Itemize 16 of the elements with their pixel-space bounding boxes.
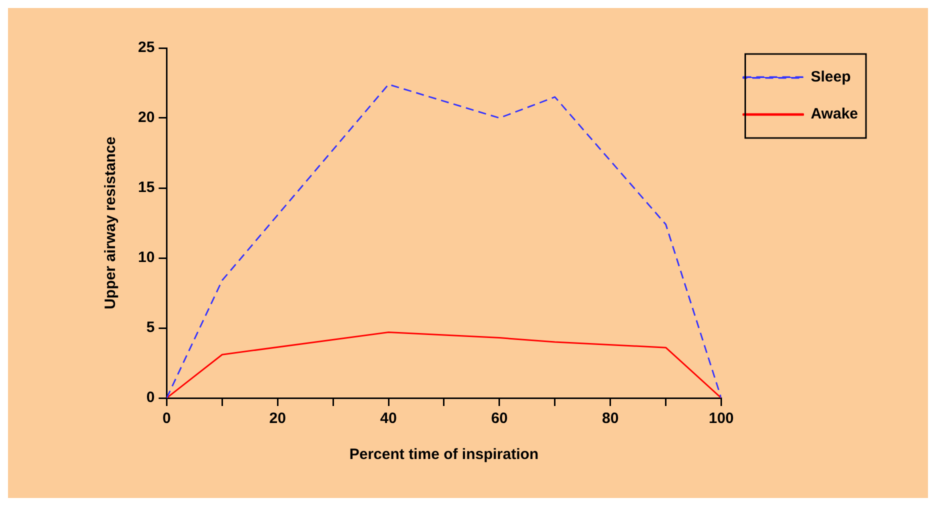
y-tick-label: 5 xyxy=(146,319,155,336)
y-tick-label: 20 xyxy=(138,109,155,126)
x-axis-title: Percent time of inspiration xyxy=(349,446,539,464)
y-tick-label: 15 xyxy=(138,179,155,196)
y-axis-title: Upper airway resistance xyxy=(102,136,120,310)
legend-label: Awake xyxy=(810,106,858,123)
x-tick-label: 80 xyxy=(602,410,619,428)
x-tick-label: 60 xyxy=(491,410,508,428)
y-tick-label: 25 xyxy=(138,39,155,56)
x-tick-label: 100 xyxy=(708,410,734,428)
x-tick-label: 0 xyxy=(162,410,171,428)
x-tick-label: 40 xyxy=(380,410,397,428)
legend-label: Sleep xyxy=(810,68,851,86)
y-tick-label: 0 xyxy=(146,389,155,406)
y-tick-label: 10 xyxy=(138,249,155,266)
x-tick-label: 20 xyxy=(269,410,286,428)
